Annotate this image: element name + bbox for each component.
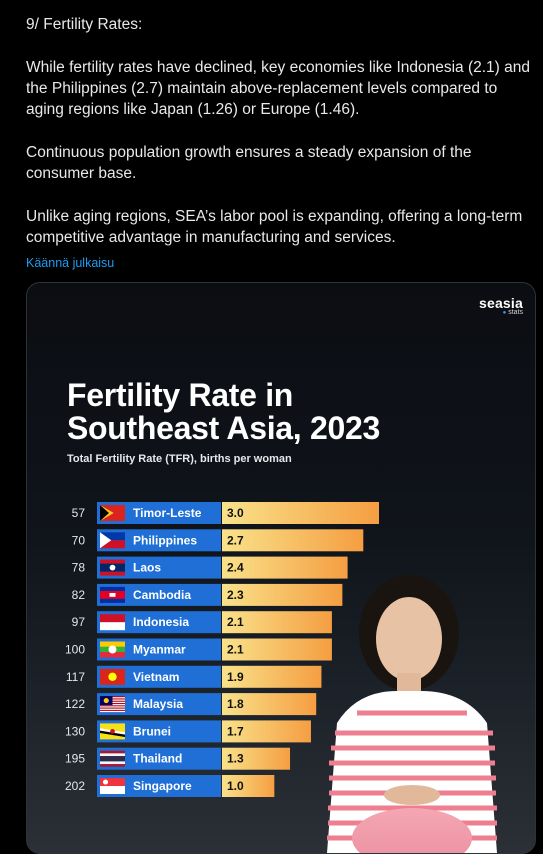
- country-label-box: [97, 747, 221, 770]
- fertility-bar-chart: 57 Timor-Leste 3.0 70 Philippines 2.7 78 Laos 2.…: [65, 502, 379, 797]
- value-bar: [222, 638, 332, 661]
- chart-row: 57 Timor-Leste 3.0: [72, 502, 379, 524]
- value-bar: [222, 556, 348, 579]
- country-label: Cambodia: [133, 588, 191, 602]
- chart-row: 97 Indonesia 2.1: [72, 611, 332, 634]
- brand-logo: seasia stats: [479, 295, 523, 316]
- rank-label: 122: [65, 697, 85, 711]
- country-label-box: [97, 556, 221, 579]
- value-label: 2.7: [227, 533, 244, 547]
- value-label: 2.3: [227, 588, 244, 602]
- post-paragraph-2: Continuous population growth ensures a s…: [26, 144, 472, 182]
- country-label: Vietnam: [133, 670, 179, 684]
- chart-row: 82 Cambodia 2.3: [72, 583, 343, 606]
- country-label-box: [97, 502, 221, 524]
- singapore-flag-icon: [100, 778, 125, 794]
- woman-photo-illustration: [327, 575, 497, 853]
- rank-label: 195: [65, 752, 85, 766]
- value-bar: [222, 665, 322, 688]
- post-heading: 9/ Fertility Rates:: [26, 16, 143, 33]
- rank-label: 100: [65, 642, 85, 656]
- value-bar: [222, 611, 332, 634]
- country-label-box: [97, 638, 221, 661]
- value-label: 1.3: [227, 752, 244, 766]
- rank-label: 97: [72, 615, 86, 629]
- value-bar: [222, 720, 311, 743]
- translate-post-link[interactable]: Käännä julkaisu: [26, 256, 115, 270]
- indonesia-flag-icon: [100, 614, 125, 631]
- value-bar: [222, 529, 364, 552]
- chart-row: 70 Philippines 2.7: [72, 529, 364, 552]
- post-image-card[interactable]: seasia stats Fertility Rate in Southeast…: [26, 282, 536, 854]
- chart-row: 100 Myanmar 2.1: [65, 638, 332, 661]
- chart-row: 195 Thailand 1.3: [65, 747, 291, 770]
- post-paragraph-3: Unlike aging regions, SEA’s labor pool i…: [26, 208, 523, 246]
- value-bar: [222, 775, 275, 797]
- rank-label: 70: [72, 533, 86, 547]
- value-label: 3.0: [227, 506, 244, 520]
- post-paragraph-1: While fertility rates have declined, key…: [26, 59, 531, 118]
- myanmar-flag-icon: [100, 641, 125, 658]
- country-label-box: [97, 693, 221, 716]
- value-bar: [222, 693, 317, 716]
- rank-label: 130: [65, 724, 85, 738]
- brunei-flag-icon: [100, 723, 125, 740]
- chart-row: 202 Singapore 1.0: [65, 775, 275, 797]
- country-label: Philippines: [133, 533, 197, 547]
- country-label: Singapore: [133, 779, 192, 793]
- chart-row: 130 Brunei 1.7: [65, 720, 311, 743]
- value-bar: [222, 747, 291, 770]
- country-label-box: [97, 665, 221, 688]
- rank-label: 78: [72, 561, 86, 575]
- value-label: 1.9: [227, 670, 244, 684]
- country-label-box: [97, 775, 221, 797]
- value-label: 1.0: [227, 779, 244, 793]
- chart-row: 78 Laos 2.4: [72, 556, 348, 579]
- chart-row: 122 Malaysia 1.8: [65, 693, 317, 716]
- cambodia-flag-icon: [100, 586, 125, 603]
- philippines-flag-icon: [100, 532, 125, 549]
- thailand-flag-icon: [100, 750, 125, 767]
- value-bar: [222, 502, 379, 524]
- chart-title: Fertility Rate in Southeast Asia, 2023: [67, 377, 380, 446]
- rank-label: 57: [72, 506, 86, 520]
- country-label: Timor-Leste: [133, 506, 202, 520]
- country-label: Malaysia: [133, 697, 183, 711]
- timor-leste-flag-icon: [100, 505, 125, 521]
- vietnam-flag-icon: [100, 668, 125, 685]
- rank-label: 117: [66, 670, 85, 684]
- chart-row: 117 Vietnam 1.9: [66, 665, 322, 688]
- value-label: 2.4: [227, 561, 244, 575]
- post-text: 9/ Fertility Rates: While fertility rate…: [26, 14, 538, 270]
- country-label: Thailand: [133, 752, 182, 766]
- malaysia-flag-icon: [100, 696, 125, 713]
- country-label-box: [97, 583, 221, 606]
- country-label-box: [97, 611, 221, 634]
- laos-flag-icon: [100, 559, 125, 576]
- country-label: Myanmar: [133, 642, 186, 656]
- country-label-box: [97, 529, 221, 552]
- rank-label: 202: [65, 779, 85, 793]
- chart-subtitle: Total Fertility Rate (TFR), births per w…: [67, 453, 292, 465]
- brand-name: seasia: [478, 295, 523, 311]
- country-label: Laos: [133, 561, 161, 575]
- rank-label: 82: [72, 588, 86, 602]
- country-label: Brunei: [133, 724, 171, 738]
- value-label: 2.1: [227, 642, 244, 656]
- value-bar: [222, 583, 343, 606]
- value-label: 1.8: [227, 697, 244, 711]
- brand-sub: stats: [479, 309, 523, 316]
- value-label: 2.1: [227, 615, 244, 629]
- value-label: 1.7: [227, 724, 244, 738]
- country-label: Indonesia: [133, 615, 189, 629]
- country-label-box: [97, 720, 221, 743]
